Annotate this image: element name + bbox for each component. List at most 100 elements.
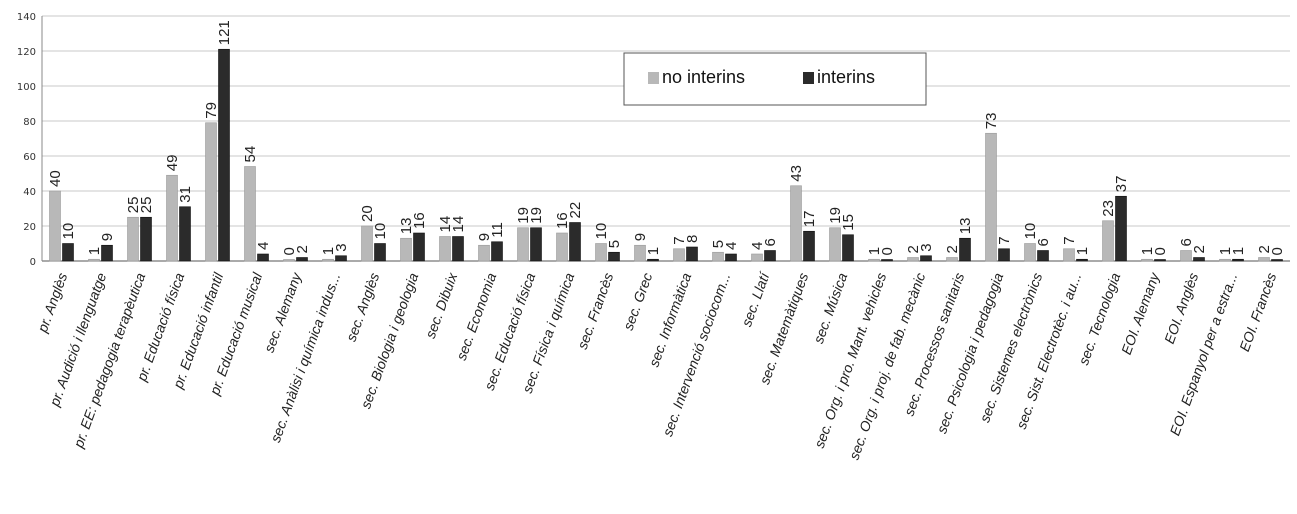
y-axis: 0 20 40 60 80 100 120 140 bbox=[17, 12, 43, 268]
bar-interins bbox=[374, 243, 386, 262]
bar-no-interins bbox=[244, 166, 256, 262]
bar-no-interins bbox=[517, 227, 529, 262]
value-label: 9 bbox=[632, 233, 649, 241]
value-label: 2 bbox=[1256, 245, 1273, 253]
bar-no-interins bbox=[790, 185, 802, 262]
bar-no-interins bbox=[88, 258, 100, 262]
bar-interins bbox=[179, 206, 191, 262]
bar-no-interins bbox=[166, 174, 178, 262]
bar-no-interins bbox=[985, 132, 997, 262]
value-label: 1 bbox=[86, 247, 103, 255]
bar-interins bbox=[1232, 258, 1244, 262]
y-tick-label: 60 bbox=[23, 152, 36, 163]
bar-no-interins bbox=[361, 225, 373, 262]
value-label: 6 bbox=[762, 238, 779, 246]
value-label: 40 bbox=[47, 170, 64, 187]
legend: no interins interins bbox=[623, 52, 927, 106]
value-label: 0 bbox=[1269, 247, 1286, 255]
category-label: sec. Anàlisi i química indus... bbox=[267, 271, 343, 445]
bar-interins bbox=[1271, 259, 1283, 262]
value-label: 10 bbox=[372, 223, 389, 240]
bar-no-interins bbox=[634, 244, 646, 262]
value-label: 13 bbox=[398, 218, 415, 235]
value-label: 9 bbox=[476, 233, 493, 241]
bar-interins bbox=[452, 236, 464, 262]
value-label: 43 bbox=[788, 165, 805, 182]
bar-interins bbox=[959, 237, 971, 262]
bar-no-interins bbox=[1063, 248, 1075, 262]
value-label: 23 bbox=[1100, 200, 1117, 217]
bar-interins bbox=[608, 251, 620, 262]
bar-interins bbox=[218, 48, 230, 262]
bar-interins bbox=[257, 253, 269, 262]
bar-interins bbox=[647, 258, 659, 262]
value-label: 2 bbox=[294, 245, 311, 253]
value-label: 7 bbox=[996, 236, 1013, 244]
bar-no-interins bbox=[556, 232, 568, 262]
value-label: 4 bbox=[723, 242, 740, 250]
value-label: 0 bbox=[281, 247, 298, 255]
value-label: 1 bbox=[645, 247, 662, 255]
bar-no-interins bbox=[127, 216, 139, 262]
value-label: 1 bbox=[1139, 247, 1156, 255]
bar-interins bbox=[842, 234, 854, 262]
category-label: sec. Francès bbox=[574, 271, 616, 352]
bar-no-interins bbox=[322, 258, 334, 262]
value-label: 13 bbox=[957, 218, 974, 235]
value-label: 7 bbox=[1061, 236, 1078, 244]
category-label: EOI. Francès bbox=[1236, 271, 1279, 354]
category-label: EOI. Alemany bbox=[1118, 270, 1163, 357]
y-tick-label: 120 bbox=[17, 47, 36, 58]
bar-interins bbox=[1037, 250, 1049, 262]
value-label: 3 bbox=[918, 243, 935, 251]
category-label: pr. Anglès bbox=[34, 271, 71, 336]
bar-no-interins bbox=[400, 237, 412, 262]
y-tick-label: 80 bbox=[23, 117, 36, 128]
y-tick-label: 100 bbox=[17, 82, 36, 93]
bar-no-interins bbox=[1141, 258, 1153, 262]
bar-no-interins bbox=[673, 248, 685, 262]
bar-interins bbox=[1154, 259, 1166, 262]
bar-no-interins bbox=[283, 259, 295, 262]
bar-no-interins bbox=[1258, 257, 1270, 262]
value-label: 1 bbox=[866, 247, 883, 255]
value-label: 5 bbox=[710, 240, 727, 248]
legend-label-interins: interins bbox=[817, 67, 875, 87]
value-label: 73 bbox=[983, 113, 1000, 130]
value-label: 16 bbox=[554, 212, 571, 229]
bar-interins bbox=[1193, 257, 1205, 262]
category-label: sec. Tecnologia bbox=[1075, 270, 1123, 367]
category-label: sec. Dibuix bbox=[422, 270, 461, 341]
bar-interins bbox=[764, 250, 776, 262]
category-label: sec. Grec bbox=[620, 271, 656, 333]
value-label: 3 bbox=[333, 243, 350, 251]
legend-swatch-no-interins bbox=[648, 72, 659, 84]
value-label: 0 bbox=[1152, 247, 1169, 255]
legend-swatch-interins bbox=[803, 72, 814, 84]
y-tick-label: 140 bbox=[17, 12, 36, 23]
category-label: sec. Llatí bbox=[738, 269, 773, 329]
bar-no-interins bbox=[49, 190, 61, 262]
value-label: 2 bbox=[905, 245, 922, 253]
bar-interins bbox=[725, 253, 737, 262]
bar-no-interins bbox=[595, 243, 607, 262]
value-label: 15 bbox=[840, 214, 857, 231]
bar-interins bbox=[803, 230, 815, 262]
value-label: 2 bbox=[1191, 245, 1208, 253]
bar-no-interins bbox=[712, 251, 724, 262]
bar-interins bbox=[491, 241, 503, 262]
value-label: 19 bbox=[528, 207, 545, 224]
category-label: EOI. Anglès bbox=[1161, 271, 1201, 346]
category-label: sec. Org. i proj. de fab. mecànic bbox=[846, 271, 929, 462]
value-label: 37 bbox=[1113, 176, 1130, 193]
bar-interins bbox=[998, 248, 1010, 262]
legend-label-no-interins: no interins bbox=[662, 67, 745, 87]
bar-interins bbox=[1076, 258, 1088, 262]
value-label: 31 bbox=[177, 186, 194, 203]
value-label: 19 bbox=[515, 207, 532, 224]
category-label: sec. Economia bbox=[453, 270, 500, 362]
value-label: 10 bbox=[1022, 223, 1039, 240]
